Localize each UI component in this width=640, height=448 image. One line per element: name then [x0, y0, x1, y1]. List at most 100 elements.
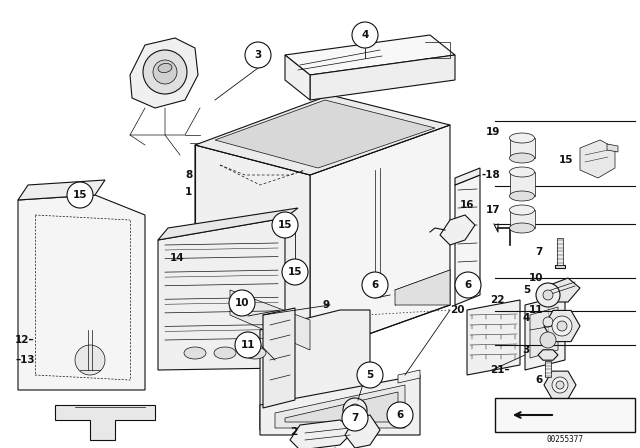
- Polygon shape: [467, 300, 520, 375]
- Ellipse shape: [509, 191, 534, 201]
- Polygon shape: [510, 172, 535, 196]
- Circle shape: [387, 402, 413, 428]
- Polygon shape: [544, 310, 580, 341]
- Polygon shape: [510, 210, 535, 228]
- Circle shape: [362, 272, 388, 298]
- Circle shape: [282, 259, 308, 285]
- Ellipse shape: [509, 133, 534, 143]
- Text: 5: 5: [366, 370, 374, 380]
- Circle shape: [388, 403, 412, 427]
- Circle shape: [235, 332, 261, 358]
- Polygon shape: [18, 180, 105, 200]
- Polygon shape: [538, 350, 558, 360]
- Polygon shape: [130, 38, 198, 108]
- Circle shape: [552, 377, 568, 393]
- Circle shape: [536, 283, 560, 307]
- Text: 1: 1: [185, 187, 192, 197]
- Text: 15: 15: [278, 220, 292, 230]
- Text: 12–: 12–: [15, 335, 35, 345]
- Polygon shape: [542, 278, 580, 302]
- Text: 10: 10: [529, 273, 543, 283]
- Polygon shape: [345, 415, 380, 448]
- Polygon shape: [440, 215, 475, 245]
- Text: 4: 4: [523, 313, 530, 323]
- Polygon shape: [260, 375, 420, 435]
- Text: 3: 3: [254, 50, 262, 60]
- Circle shape: [543, 317, 553, 327]
- Text: 10: 10: [235, 298, 249, 308]
- Polygon shape: [275, 385, 405, 428]
- Circle shape: [349, 404, 361, 416]
- Polygon shape: [607, 144, 618, 152]
- Polygon shape: [55, 405, 155, 440]
- Circle shape: [540, 332, 556, 348]
- Polygon shape: [260, 310, 370, 430]
- Polygon shape: [530, 307, 558, 358]
- Polygon shape: [310, 125, 450, 355]
- Text: 3: 3: [523, 345, 530, 355]
- Polygon shape: [510, 138, 535, 158]
- Circle shape: [557, 321, 567, 331]
- Text: 15: 15: [288, 267, 302, 277]
- Circle shape: [352, 22, 378, 48]
- Polygon shape: [555, 265, 565, 268]
- Text: 8: 8: [185, 170, 192, 180]
- Circle shape: [272, 212, 298, 238]
- Circle shape: [455, 272, 481, 298]
- Text: 20: 20: [450, 305, 465, 315]
- Polygon shape: [310, 55, 455, 100]
- Ellipse shape: [509, 167, 534, 177]
- Text: 6: 6: [396, 410, 404, 420]
- Text: 21–: 21–: [490, 365, 509, 375]
- Text: 11: 11: [241, 340, 255, 350]
- Ellipse shape: [214, 347, 236, 359]
- Circle shape: [357, 362, 383, 388]
- Polygon shape: [18, 195, 145, 390]
- Polygon shape: [525, 295, 565, 370]
- Ellipse shape: [509, 153, 534, 163]
- Ellipse shape: [158, 64, 172, 73]
- Text: 7: 7: [351, 413, 358, 423]
- Polygon shape: [195, 145, 310, 355]
- Polygon shape: [395, 270, 450, 305]
- Polygon shape: [158, 218, 285, 370]
- Circle shape: [544, 333, 552, 341]
- Ellipse shape: [244, 347, 266, 359]
- Polygon shape: [215, 100, 435, 168]
- Text: 6: 6: [465, 280, 472, 290]
- Circle shape: [153, 60, 177, 84]
- Text: 16: 16: [460, 200, 474, 210]
- Text: 5: 5: [523, 285, 530, 295]
- Text: 22: 22: [490, 295, 504, 305]
- Polygon shape: [285, 55, 310, 100]
- Text: 17: 17: [485, 205, 500, 215]
- Polygon shape: [285, 35, 455, 75]
- Polygon shape: [195, 95, 450, 175]
- Text: 19: 19: [486, 127, 500, 137]
- Text: 11: 11: [529, 305, 543, 315]
- Polygon shape: [557, 238, 563, 265]
- Text: 6: 6: [371, 280, 379, 290]
- Ellipse shape: [509, 205, 534, 215]
- Text: 15: 15: [73, 190, 87, 200]
- Polygon shape: [285, 392, 398, 422]
- Text: 6: 6: [536, 375, 543, 385]
- Circle shape: [67, 182, 93, 208]
- Polygon shape: [495, 398, 635, 432]
- Text: 9: 9: [323, 300, 330, 310]
- Polygon shape: [455, 168, 480, 185]
- Polygon shape: [545, 361, 551, 377]
- Polygon shape: [290, 420, 355, 448]
- Polygon shape: [263, 308, 295, 408]
- Polygon shape: [398, 370, 420, 383]
- Circle shape: [245, 42, 271, 68]
- Text: 2: 2: [290, 427, 297, 437]
- Circle shape: [229, 290, 255, 316]
- Text: -18: -18: [481, 170, 500, 180]
- Polygon shape: [158, 208, 298, 240]
- Polygon shape: [455, 175, 480, 305]
- Polygon shape: [230, 290, 310, 350]
- Circle shape: [556, 381, 564, 389]
- Circle shape: [75, 345, 105, 375]
- Text: 14: 14: [170, 253, 184, 263]
